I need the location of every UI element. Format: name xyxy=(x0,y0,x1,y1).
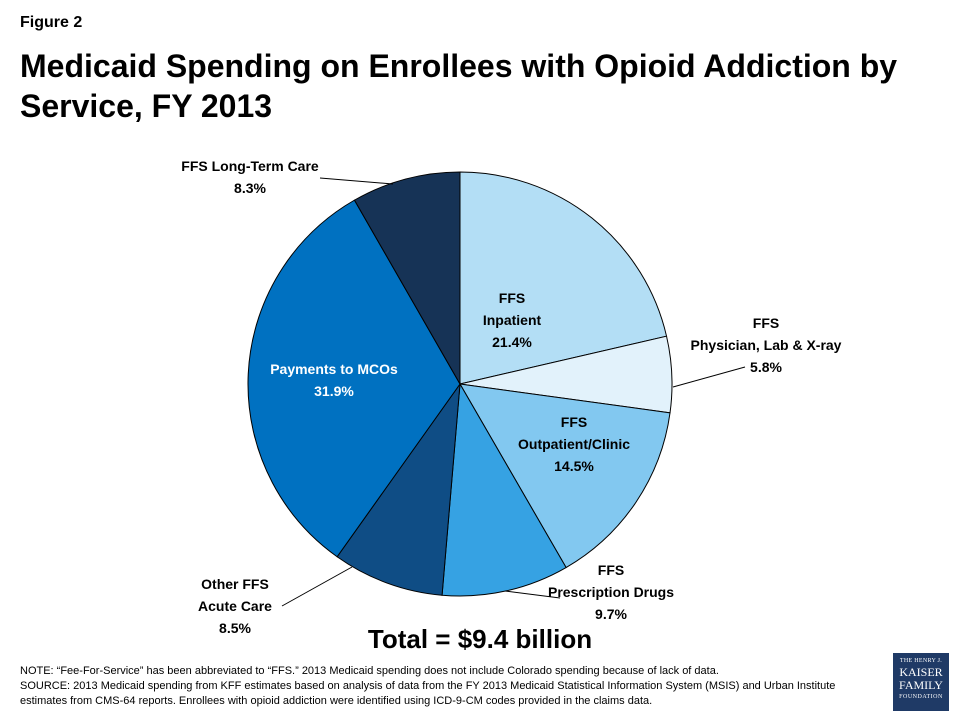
logo-line-2: KAISER xyxy=(899,665,943,679)
slice-label-line-0-0: FFS xyxy=(499,290,525,306)
pie-slice-0 xyxy=(459,171,668,385)
slice-label-0: FFS Inpatient 21.4% xyxy=(483,290,542,350)
pie-slice-2 xyxy=(459,383,671,569)
leader-line-6 xyxy=(319,177,394,185)
pie-slice-6 xyxy=(353,171,461,386)
chart-title: Medicaid Spending on Enrollees with Opio… xyxy=(20,48,898,124)
pie-slice-4 xyxy=(336,382,461,596)
slice-label-3: FFS Prescription Drugs 9.7% xyxy=(548,562,674,622)
logo-line-3: FAMILY xyxy=(899,678,943,692)
slice-value-5: 31.9% xyxy=(314,383,354,399)
slice-label-line-1-0: FFS xyxy=(753,315,779,331)
kff-logo: THE HENRY J. KAISER FAMILY FOUNDATION xyxy=(893,653,949,711)
slice-label-5: Payments to MCOs 31.9% xyxy=(270,361,398,399)
slice-label-line-2-1: Outpatient/Clinic xyxy=(518,436,630,452)
slice-value-3: 9.7% xyxy=(595,606,627,622)
slice-label-line-2-0: FFS xyxy=(561,414,587,430)
source-text: SOURCE: 2013 Medicaid spending from KFF … xyxy=(20,680,836,707)
slice-label-4: Other FFS Acute Care 8.5% xyxy=(198,576,272,636)
leader-line-1 xyxy=(672,366,746,388)
slice-label-line-0-1: Inpatient xyxy=(483,312,542,328)
leader-line-4 xyxy=(281,566,353,607)
slice-label-6: FFS Long-Term Care 8.3% xyxy=(181,158,319,196)
note-text: NOTE: “Fee-For-Service” has been abbrevi… xyxy=(20,665,719,677)
slice-label-2: FFS Outpatient/Clinic 14.5% xyxy=(518,414,630,474)
figure-label: Figure 2 xyxy=(20,14,83,31)
slice-value-4: 8.5% xyxy=(219,620,251,636)
slice-label-1: FFS Physician, Lab & X-ray 5.8% xyxy=(691,315,842,375)
slice-label-line-3-0: FFS xyxy=(598,562,624,578)
pie-slices xyxy=(247,171,673,597)
logo-line-1: THE HENRY J. xyxy=(899,658,943,664)
slice-label-line-5-0: Payments to MCOs xyxy=(270,361,398,377)
slice-label-line-3-1: Prescription Drugs xyxy=(548,584,674,600)
leader-line-3 xyxy=(504,590,561,599)
slice-value-2: 14.5% xyxy=(554,458,594,474)
slice-value-0: 21.4% xyxy=(492,334,532,350)
pie-slice-5 xyxy=(247,199,461,558)
slice-label-line-4-0: Other FFS xyxy=(201,576,269,592)
slice-label-line-4-1: Acute Care xyxy=(198,598,272,614)
slice-value-1: 5.8% xyxy=(750,359,782,375)
notes: NOTE: “Fee-For-Service” has been abbrevi… xyxy=(20,664,870,709)
slice-label-line-6-0: FFS Long-Term Care xyxy=(181,158,319,174)
total-label: Total = $9.4 billion xyxy=(367,624,593,654)
leader-lines xyxy=(281,177,746,607)
slice-labels: FFS Inpatient 21.4% FFS Physician, Lab & X-r… xyxy=(181,158,841,636)
logo-line-4: FOUNDATION xyxy=(899,694,943,700)
slice-label-line-1-1: Physician, Lab & X-ray xyxy=(691,337,842,353)
slice-value-6: 8.3% xyxy=(234,180,266,196)
